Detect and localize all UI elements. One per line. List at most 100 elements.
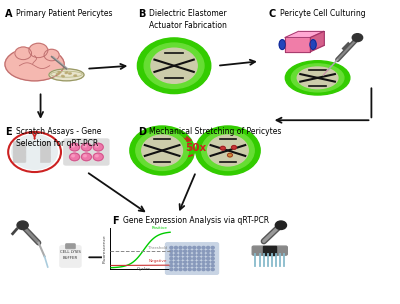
Circle shape bbox=[142, 135, 182, 166]
Circle shape bbox=[228, 153, 232, 157]
Text: 50x: 50x bbox=[185, 143, 207, 153]
FancyBboxPatch shape bbox=[64, 139, 109, 165]
Circle shape bbox=[70, 143, 80, 151]
Ellipse shape bbox=[69, 73, 71, 74]
Circle shape bbox=[188, 254, 191, 256]
Ellipse shape bbox=[310, 40, 316, 50]
Circle shape bbox=[170, 265, 173, 267]
FancyBboxPatch shape bbox=[13, 142, 26, 147]
Circle shape bbox=[206, 261, 210, 263]
Circle shape bbox=[211, 257, 214, 260]
Text: B: B bbox=[138, 9, 146, 19]
FancyBboxPatch shape bbox=[13, 157, 26, 162]
Circle shape bbox=[151, 48, 197, 83]
Circle shape bbox=[179, 261, 182, 263]
Circle shape bbox=[184, 261, 187, 263]
Circle shape bbox=[84, 145, 86, 147]
Circle shape bbox=[81, 153, 92, 161]
Circle shape bbox=[179, 265, 182, 267]
Text: CELL LYSIS
BUFFER: CELL LYSIS BUFFER bbox=[60, 250, 81, 260]
Circle shape bbox=[174, 268, 178, 271]
Circle shape bbox=[44, 49, 59, 61]
Circle shape bbox=[198, 261, 200, 263]
Circle shape bbox=[206, 254, 210, 256]
Circle shape bbox=[211, 268, 214, 271]
Ellipse shape bbox=[65, 72, 68, 73]
Ellipse shape bbox=[56, 73, 59, 75]
Circle shape bbox=[198, 254, 200, 256]
Circle shape bbox=[206, 268, 210, 271]
Circle shape bbox=[275, 221, 286, 230]
Circle shape bbox=[198, 268, 200, 271]
Text: C: C bbox=[268, 9, 276, 19]
Circle shape bbox=[93, 153, 103, 161]
Ellipse shape bbox=[279, 40, 285, 50]
Text: Mechanical Stretching of Pericytes: Mechanical Stretching of Pericytes bbox=[149, 127, 282, 136]
FancyBboxPatch shape bbox=[30, 141, 39, 163]
Circle shape bbox=[179, 257, 182, 260]
Circle shape bbox=[81, 143, 92, 151]
Circle shape bbox=[188, 250, 191, 252]
Circle shape bbox=[174, 254, 178, 256]
Text: F: F bbox=[112, 216, 119, 226]
Circle shape bbox=[184, 265, 187, 267]
Circle shape bbox=[188, 261, 191, 263]
Polygon shape bbox=[285, 31, 324, 37]
Ellipse shape bbox=[49, 69, 84, 81]
Ellipse shape bbox=[58, 71, 61, 73]
Text: Threshold: Threshold bbox=[148, 246, 168, 250]
Circle shape bbox=[179, 247, 182, 249]
Circle shape bbox=[232, 146, 236, 149]
Circle shape bbox=[29, 43, 48, 58]
Circle shape bbox=[206, 257, 210, 260]
Circle shape bbox=[95, 145, 98, 147]
FancyBboxPatch shape bbox=[252, 246, 287, 255]
Circle shape bbox=[206, 250, 210, 252]
Circle shape bbox=[179, 268, 182, 271]
Text: Negative: Negative bbox=[149, 258, 167, 263]
Polygon shape bbox=[285, 37, 310, 52]
Circle shape bbox=[170, 257, 173, 260]
Circle shape bbox=[193, 250, 196, 252]
Circle shape bbox=[202, 268, 205, 271]
Circle shape bbox=[206, 247, 210, 249]
Circle shape bbox=[179, 250, 182, 252]
Circle shape bbox=[184, 250, 187, 252]
Circle shape bbox=[174, 257, 178, 260]
Circle shape bbox=[170, 268, 173, 271]
Polygon shape bbox=[310, 31, 324, 52]
Circle shape bbox=[184, 247, 187, 249]
Circle shape bbox=[193, 254, 196, 256]
Circle shape bbox=[12, 135, 57, 169]
Circle shape bbox=[202, 257, 205, 260]
Circle shape bbox=[202, 247, 205, 249]
Circle shape bbox=[84, 155, 86, 157]
Ellipse shape bbox=[5, 48, 64, 81]
FancyBboxPatch shape bbox=[263, 246, 276, 255]
Circle shape bbox=[15, 47, 32, 60]
Circle shape bbox=[174, 247, 178, 249]
FancyBboxPatch shape bbox=[102, 226, 172, 271]
Circle shape bbox=[170, 261, 173, 263]
Text: Primary Patient Pericytes: Primary Patient Pericytes bbox=[16, 9, 112, 18]
Circle shape bbox=[95, 155, 98, 157]
Circle shape bbox=[184, 268, 187, 271]
Circle shape bbox=[208, 135, 248, 166]
Circle shape bbox=[174, 265, 178, 267]
Circle shape bbox=[198, 247, 200, 249]
Circle shape bbox=[184, 254, 187, 256]
Circle shape bbox=[72, 145, 74, 147]
Ellipse shape bbox=[297, 67, 338, 89]
Circle shape bbox=[170, 250, 173, 252]
Text: E: E bbox=[5, 127, 11, 137]
Text: Pericyte Cell Culturing: Pericyte Cell Culturing bbox=[280, 9, 365, 18]
Circle shape bbox=[202, 261, 205, 263]
Ellipse shape bbox=[285, 61, 350, 95]
FancyBboxPatch shape bbox=[166, 243, 219, 275]
Ellipse shape bbox=[74, 75, 77, 76]
Circle shape bbox=[188, 265, 191, 267]
Circle shape bbox=[17, 221, 28, 230]
FancyBboxPatch shape bbox=[38, 152, 50, 157]
Text: Positive: Positive bbox=[152, 226, 168, 230]
Circle shape bbox=[202, 250, 205, 252]
